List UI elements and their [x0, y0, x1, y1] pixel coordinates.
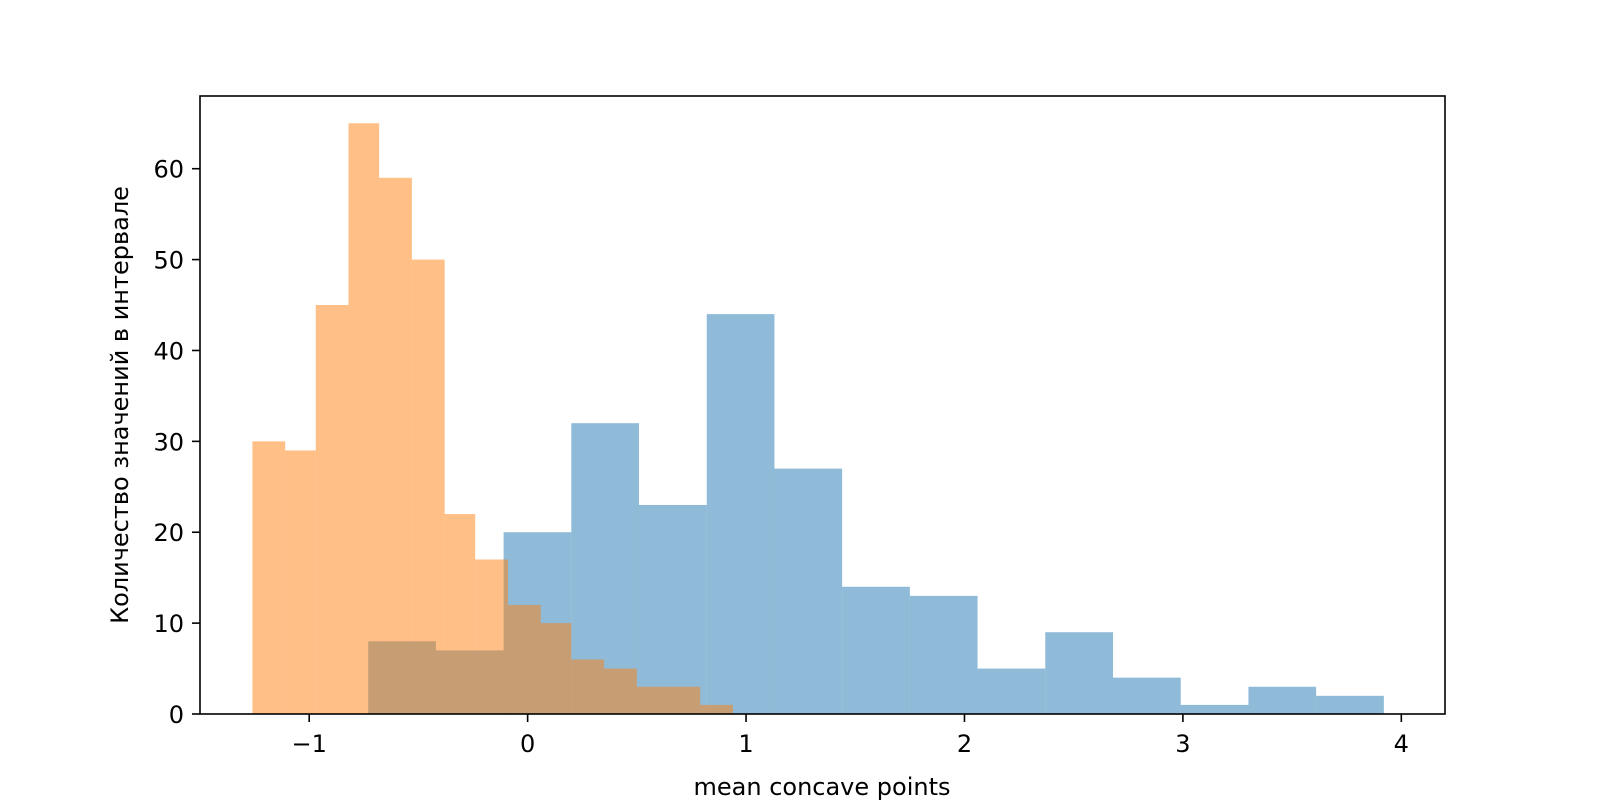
y-tick-label: 0	[169, 701, 184, 729]
histogram-bar-series-2-bin-11	[571, 659, 605, 714]
histogram-bar-series-1-bin-9	[909, 595, 978, 714]
histogram-bar-series-1-bin-5	[639, 504, 707, 714]
histogram-bar-series-2-bin-14	[667, 686, 701, 714]
histogram-bar-series-2-bin-4	[348, 123, 380, 714]
histogram-bar-series-1-bin-14	[1248, 686, 1317, 714]
y-axis-label: Количество значений в интервале	[106, 186, 134, 624]
histogram-bar-series-1-bin-12	[1113, 677, 1181, 714]
x-axis-label: mean concave points	[694, 773, 951, 800]
histogram-bar-series-2-bin-9	[507, 604, 541, 714]
histogram-bar-series-2-bin-6	[411, 259, 445, 714]
histogram-bar-series-1-bin-6	[706, 314, 775, 714]
bars-layer	[252, 123, 1384, 714]
x-tick-label: 4	[1394, 730, 1409, 758]
histogram-bar-series-1-bin-7	[774, 468, 843, 714]
histogram-bar-series-1-bin-11	[1045, 632, 1113, 714]
histogram-bar-series-1-bin-15	[1316, 695, 1384, 714]
histogram-bar-series-2-bin-12	[604, 668, 637, 714]
y-tick-label: 50	[153, 247, 184, 275]
plot-frame	[199, 95, 1446, 715]
histogram-bar-series-1-bin-13	[1180, 704, 1249, 714]
x-tick-label: 3	[1175, 730, 1190, 758]
y-tick-label: 60	[153, 156, 184, 184]
y-axis-ticks: 0 10 20 30 40 50 60	[153, 156, 200, 729]
histogram-bar-series-2-bin-5	[379, 177, 412, 714]
histogram-bar-series-2-bin-1	[252, 441, 286, 714]
histogram-bar-series-2-bin-2	[285, 450, 316, 714]
y-tick-label: 30	[153, 428, 184, 456]
y-tick-label: 40	[153, 337, 184, 365]
histogram-bar-series-1-bin-10	[977, 668, 1046, 714]
histogram-bar-series-2-bin-13	[636, 686, 668, 714]
histogram-bar-series-1-bin-8	[842, 586, 910, 714]
y-tick-label: 20	[153, 519, 184, 547]
x-tick-label: −1	[292, 730, 327, 758]
x-tick-label: 2	[957, 730, 972, 758]
histogram-bar-series-2-bin-10	[540, 623, 572, 714]
histogram-bar-series-2-bin-7	[444, 514, 476, 714]
x-tick-label: 1	[738, 730, 753, 758]
histogram-bar-series-2-bin-15	[700, 704, 733, 714]
x-axis-ticks: −1 0 1 2 3 4	[292, 714, 1409, 758]
x-tick-label: 0	[520, 730, 535, 758]
histogram-bar-series-2-bin-3	[315, 305, 349, 714]
histogram-bar-series-2-bin-8	[475, 559, 508, 714]
y-tick-label: 10	[153, 610, 184, 638]
